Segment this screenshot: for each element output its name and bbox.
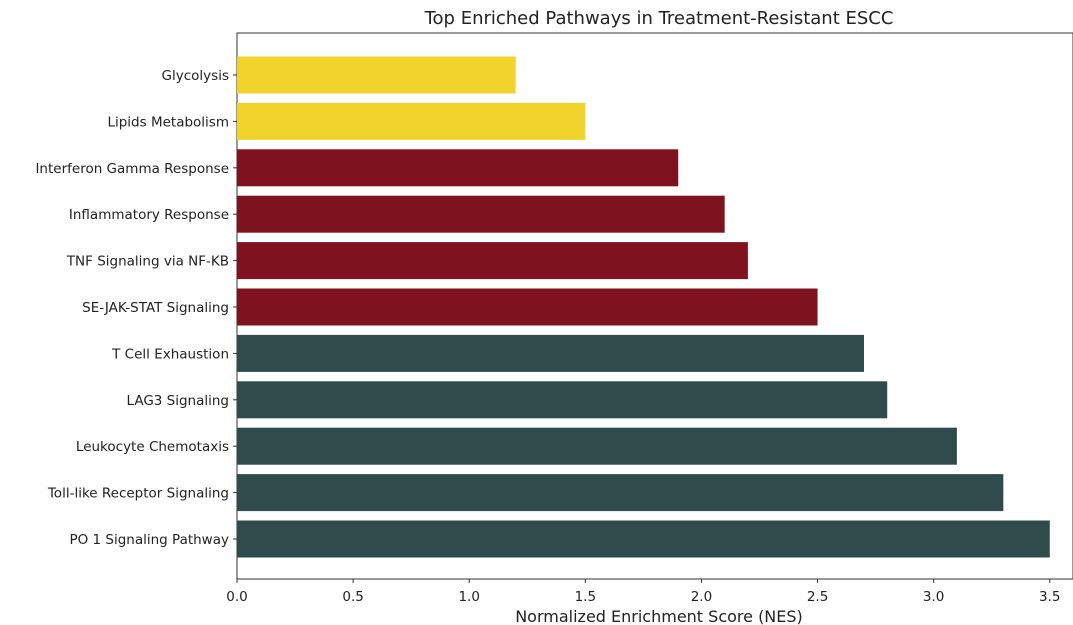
y-tick-label: Inflammatory Response — [69, 207, 229, 223]
x-tick-label: 1.0 — [458, 589, 479, 605]
x-tick-label: 1.5 — [575, 589, 596, 605]
y-tick-label: TNF Signaling via NF-KB — [66, 254, 229, 270]
y-tick-label: Toll-like Receptor Signaling — [47, 486, 229, 502]
x-tick-label: 0.0 — [226, 589, 247, 605]
bar — [237, 195, 725, 233]
y-tick-label: Lipids Metabolism — [107, 114, 229, 130]
y-tick-label: SE-JAK-STAT Signaling — [82, 300, 229, 316]
bar — [237, 288, 818, 326]
bar — [237, 520, 1050, 558]
bar — [237, 149, 679, 187]
y-tick-label: Leukocyte Chemotaxis — [76, 439, 229, 455]
bar — [237, 102, 586, 140]
y-tick-label: LAG3 Signaling — [126, 393, 229, 409]
x-axis: 0.0 0.5 1.0 1.5 2.0 2.5 3.0 3.5 — [226, 579, 1061, 605]
bar — [237, 56, 516, 94]
bar — [237, 474, 1004, 512]
bars-group — [237, 56, 1050, 558]
bar — [237, 381, 888, 419]
x-tick-label: 0.5 — [342, 589, 363, 605]
x-tick-label: 2.5 — [807, 589, 828, 605]
x-tick-label: 3.0 — [923, 589, 944, 605]
bar — [237, 427, 957, 465]
y-tick-label: Interferon Gamma Response — [35, 161, 229, 177]
y-tick-label: T Cell Exhaustion — [111, 346, 229, 362]
y-tick-label: PO 1 Signaling Pathway — [69, 532, 229, 548]
x-axis-label: Normalized Enrichment Score (NES) — [515, 607, 803, 625]
y-axis: Glycolysis Lipids Metabolism Interferon Ga… — [35, 68, 237, 548]
x-tick-label: 2.0 — [691, 589, 712, 605]
bar — [237, 334, 864, 372]
y-tick-label: Glycolysis — [162, 68, 229, 84]
chart-title: Top Enriched Pathways in Treatment-Resis… — [424, 8, 894, 29]
bar — [237, 242, 748, 280]
x-tick-label: 3.5 — [1039, 589, 1060, 605]
